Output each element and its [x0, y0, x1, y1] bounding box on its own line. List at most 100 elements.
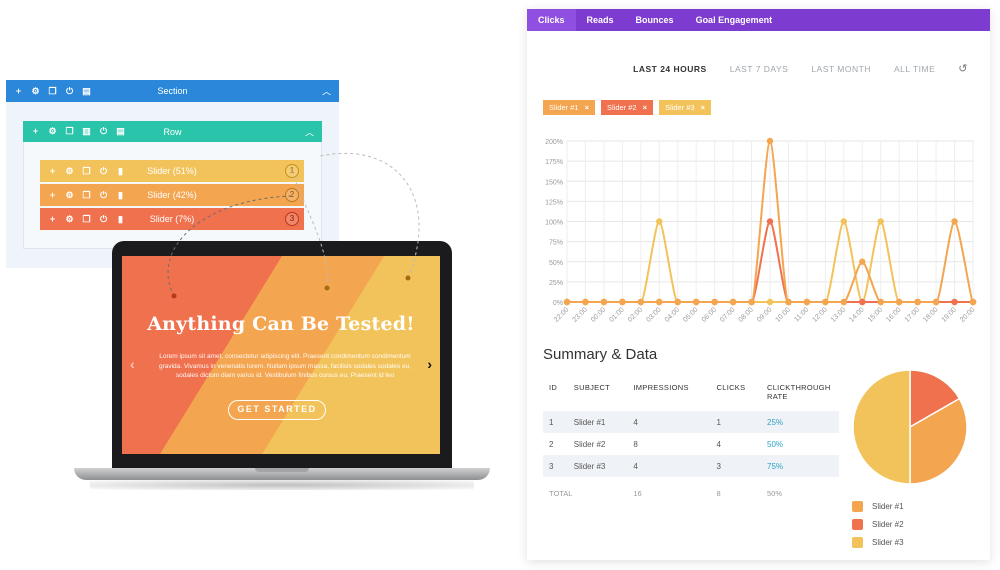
y-tick-label: 200%	[545, 139, 563, 146]
power-icon[interactable]: ⏻	[99, 189, 108, 200]
legend-swatch	[852, 500, 863, 512]
data-point	[785, 298, 792, 306]
cell-total-impressions: 16	[633, 488, 642, 498]
stats-icon[interactable]: ▮	[118, 165, 123, 176]
x-tick-label: 18:00	[922, 306, 939, 323]
x-tick-label: 23:00	[572, 306, 589, 323]
duplicate-icon[interactable]: ❐	[82, 213, 91, 224]
data-point	[766, 218, 774, 225]
plus-icon[interactable]: +	[15, 85, 22, 96]
trash-icon[interactable]: ▤	[116, 126, 125, 136]
pie-slice	[852, 369, 911, 485]
x-tick-label: 02:00	[627, 306, 644, 323]
chip-slider-3[interactable]: Slider #3 ×	[659, 100, 711, 115]
legend-item: Slider #1	[852, 497, 904, 515]
header-impressions: IMPRESSIONS	[633, 383, 689, 392]
columns-icon[interactable]: ▥	[82, 126, 91, 136]
cell-total-clicks: 8	[716, 488, 721, 498]
pie-legend: Slider #1 Slider #2 Slider #3	[852, 497, 904, 551]
chevron-up-icon[interactable]: ︿	[321, 86, 331, 97]
get-started-button[interactable]: GET STARTED	[228, 400, 326, 420]
stats-icon[interactable]: ▮	[118, 189, 123, 200]
trash-icon[interactable]: ▤	[82, 85, 91, 96]
table-total-row: TOTAL 16 8 50%	[543, 477, 839, 509]
legend-item: Slider #2	[852, 515, 904, 533]
header-subject: SUBJECT	[573, 383, 611, 392]
plus-icon[interactable]: +	[49, 189, 56, 200]
x-tick-label: 06:00	[701, 306, 718, 323]
data-point	[729, 298, 737, 306]
y-tick-label: 100%	[545, 220, 563, 227]
data-point	[877, 218, 884, 225]
slider-module-1[interactable]: + ⚙ ❐ ⏻ ▮ Slider (51%) 1	[40, 160, 304, 182]
gear-icon[interactable]: ⚙	[65, 213, 74, 224]
connector-line	[167, 195, 291, 297]
gear-icon[interactable]: ⚙	[65, 165, 74, 176]
refresh-icon[interactable]: ↺	[958, 63, 968, 75]
x-tick-label: 00:00	[590, 306, 607, 323]
header-id: ID	[549, 383, 558, 392]
range-last-24-hours[interactable]: LAST 24 HOURS	[633, 63, 707, 74]
close-icon[interactable]: ×	[642, 103, 647, 112]
data-point	[951, 218, 958, 225]
chevron-left-icon[interactable]: ‹	[130, 356, 135, 372]
summary-table: ID SUBJECT IMPRESSIONS CLICKS CLICKTHROU…	[543, 379, 839, 509]
cell-impressions: 4	[627, 411, 711, 433]
gear-icon[interactable]: ⚙	[31, 85, 40, 96]
x-tick-label: 03:00	[645, 306, 662, 323]
range-last-month[interactable]: LAST MONTH	[811, 63, 871, 74]
summary-title: Summary & Data	[543, 346, 658, 363]
data-point	[766, 298, 774, 306]
data-point	[877, 298, 884, 306]
plus-icon[interactable]: +	[49, 165, 56, 176]
duplicate-icon[interactable]: ❐	[82, 189, 91, 200]
range-last-7-days[interactable]: LAST 7 DAYS	[729, 63, 789, 74]
data-point	[711, 298, 718, 306]
cell-subject: Slider #2	[573, 439, 606, 449]
plus-icon[interactable]: +	[49, 213, 56, 224]
data-point	[840, 298, 848, 306]
tab-reads[interactable]: Reads	[586, 15, 614, 25]
chip-slider-1[interactable]: Slider #1 ×	[543, 100, 595, 115]
plus-icon[interactable]: +	[32, 126, 39, 136]
data-point	[951, 298, 958, 306]
table-row: 2 Slider #2 8 4 50%	[543, 433, 839, 455]
chip-label: Slider #2	[607, 103, 637, 112]
duplicate-icon[interactable]: ❐	[82, 165, 91, 176]
range-all-time[interactable]: ALL TIME	[893, 63, 936, 74]
chevron-up-icon[interactable]: ︿	[304, 127, 314, 137]
row-bar[interactable]: + ⚙ ❐ ▥ ⏻ ▤ Row ︿	[23, 121, 322, 142]
x-tick-label: 19:00	[941, 306, 958, 323]
slider-number-badge: 1	[285, 164, 299, 178]
cell-id: 2	[549, 439, 554, 449]
power-icon[interactable]: ⏻	[65, 85, 74, 96]
power-icon[interactable]: ⏻	[99, 165, 108, 176]
power-icon[interactable]: ⏻	[99, 213, 108, 224]
chevron-right-icon[interactable]: ›	[427, 356, 432, 372]
tab-goal-engagement[interactable]: Goal Engagement	[695, 15, 773, 25]
gear-icon[interactable]: ⚙	[48, 126, 57, 136]
tab-bounces[interactable]: Bounces	[635, 15, 674, 25]
close-icon[interactable]: ×	[700, 103, 705, 112]
data-point	[766, 137, 774, 145]
connector-dot	[324, 285, 330, 291]
header-clickthrough-rate: CLICKTHROUGH RATE	[767, 383, 831, 401]
cell-clicks: 1	[710, 411, 761, 433]
duplicate-icon[interactable]: ❐	[48, 85, 57, 96]
cell-clicks: 4	[716, 439, 721, 449]
x-tick-label: 05:00	[682, 306, 699, 323]
data-point	[932, 298, 940, 306]
x-tick-label: 16:00	[885, 306, 902, 323]
chip-slider-2[interactable]: Slider #2 ×	[601, 100, 653, 115]
duplicate-icon[interactable]: ❐	[65, 126, 74, 136]
data-point	[803, 298, 811, 306]
close-icon[interactable]: ×	[584, 103, 589, 112]
stats-icon[interactable]: ▮	[118, 213, 123, 224]
power-icon[interactable]: ⏻	[99, 126, 108, 136]
x-tick-label: 13:00	[830, 306, 847, 323]
gear-icon[interactable]: ⚙	[65, 189, 74, 200]
data-point	[840, 218, 848, 225]
cell-rate: 50%	[767, 439, 784, 449]
tab-clicks[interactable]: Clicks	[527, 9, 576, 31]
